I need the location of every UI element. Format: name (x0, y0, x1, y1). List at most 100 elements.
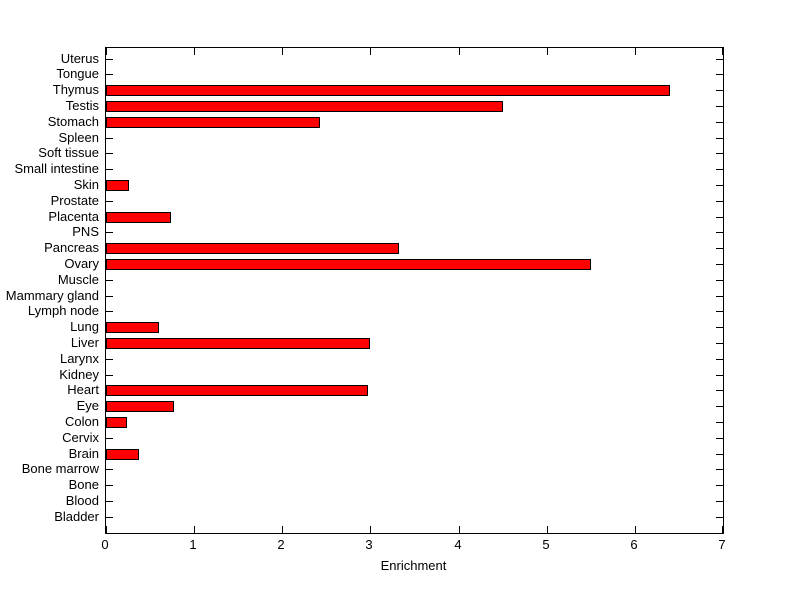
x-tick-top (370, 48, 371, 55)
x-axis-title: Enrichment (380, 558, 447, 573)
x-tick-label: 6 (630, 537, 638, 552)
y-tick-label: Ovary (64, 256, 99, 271)
bar-colon (106, 417, 127, 428)
y-tick-label: Testis (65, 98, 99, 113)
x-tick-top (722, 48, 723, 55)
y-tick-label: Brain (68, 446, 99, 461)
y-tick-right (716, 184, 723, 186)
y-tick-label: Larynx (59, 351, 99, 366)
y-tick-label: PNS (72, 224, 99, 239)
x-tick-bottom (106, 526, 107, 533)
x-tick-top (547, 48, 548, 55)
y-tick-left (106, 469, 113, 471)
y-tick-label: Tongue (56, 66, 99, 81)
x-tick-top (106, 48, 107, 55)
y-tick-right (716, 279, 723, 281)
y-tick-label: Eye (76, 398, 99, 413)
y-tick-label: Spleen (58, 130, 99, 145)
y-tick-left (106, 516, 113, 518)
y-tick-right (716, 311, 723, 313)
y-tick-right (716, 169, 723, 171)
y-tick-label: Uterus (60, 51, 99, 66)
y-tick-label: Pancreas (44, 240, 99, 255)
x-tick-label: 3 (365, 537, 373, 552)
y-tick-label: Blood (65, 493, 99, 508)
y-tick-label: Cervix (62, 430, 99, 445)
y-tick-left (106, 374, 113, 376)
x-tick-bottom (722, 526, 723, 533)
y-tick-left (106, 485, 113, 487)
y-tick-right (716, 437, 723, 439)
bar-eye (106, 401, 174, 412)
y-tick-right (716, 342, 723, 344)
y-tick-right (716, 200, 723, 202)
y-tick-right (716, 216, 723, 218)
x-tick-label: 1 (189, 537, 197, 552)
bar-ovary (106, 259, 591, 270)
y-tick-right (716, 516, 723, 518)
y-tick-left (106, 437, 113, 439)
bar-liver (106, 338, 370, 349)
y-tick-right (716, 105, 723, 107)
bar-skin (106, 180, 129, 191)
x-tick-bottom (370, 526, 371, 533)
y-tick-label: Muscle (57, 272, 99, 287)
y-tick-label: Kidney (59, 367, 99, 382)
y-tick-right (716, 58, 723, 60)
x-tick-bottom (194, 526, 195, 533)
y-tick-label: Thymus (52, 82, 99, 97)
y-tick-label: Stomach (47, 114, 99, 129)
y-tick-label: Prostate (50, 193, 99, 208)
y-tick-right (716, 453, 723, 455)
x-tick-top (194, 48, 195, 55)
y-tick-label: Bone (68, 477, 99, 492)
y-tick-left (106, 200, 113, 202)
y-tick-right (716, 121, 723, 123)
y-tick-right (716, 374, 723, 376)
x-tick-bottom (635, 526, 636, 533)
bar-stomach (106, 117, 320, 128)
y-tick-left (106, 311, 113, 313)
y-tick-label: Liver (70, 335, 99, 350)
y-tick-right (716, 90, 723, 92)
y-tick-left (106, 58, 113, 60)
y-tick-left (106, 137, 113, 139)
y-tick-label: Soft tissue (38, 145, 99, 160)
y-tick-left (106, 279, 113, 281)
bar-pancreas (106, 243, 399, 254)
bar-thymus (106, 85, 670, 96)
y-tick-left (106, 500, 113, 502)
y-tick-right (716, 406, 723, 408)
x-tick-top (282, 48, 283, 55)
y-tick-label: Mammary gland (5, 288, 99, 303)
y-tick-right (716, 485, 723, 487)
x-tick-label: 0 (101, 537, 109, 552)
y-tick-label: Colon (65, 414, 99, 429)
y-tick-right (716, 358, 723, 360)
y-tick-label: Placenta (48, 209, 99, 224)
y-tick-label: Bladder (54, 509, 99, 524)
y-tick-right (716, 153, 723, 155)
y-tick-label: Heart (67, 382, 99, 397)
y-tick-left (106, 169, 113, 171)
y-tick-right (716, 232, 723, 234)
y-tick-right (716, 327, 723, 329)
y-tick-left (106, 74, 113, 76)
y-tick-label: Bone marrow (21, 461, 99, 476)
y-tick-label: Lymph node (27, 303, 99, 318)
y-tick-right (716, 137, 723, 139)
x-tick-top (459, 48, 460, 55)
x-tick-top (635, 48, 636, 55)
y-tick-right (716, 295, 723, 297)
x-tick-bottom (282, 526, 283, 533)
x-tick-bottom (459, 526, 460, 533)
bar-lung (106, 322, 159, 333)
y-tick-right (716, 500, 723, 502)
y-tick-right (716, 421, 723, 423)
y-tick-right (716, 74, 723, 76)
bar-brain (106, 449, 139, 460)
bar-heart (106, 385, 368, 396)
y-tick-label: Small intestine (14, 161, 99, 176)
x-tick-label: 4 (454, 537, 462, 552)
